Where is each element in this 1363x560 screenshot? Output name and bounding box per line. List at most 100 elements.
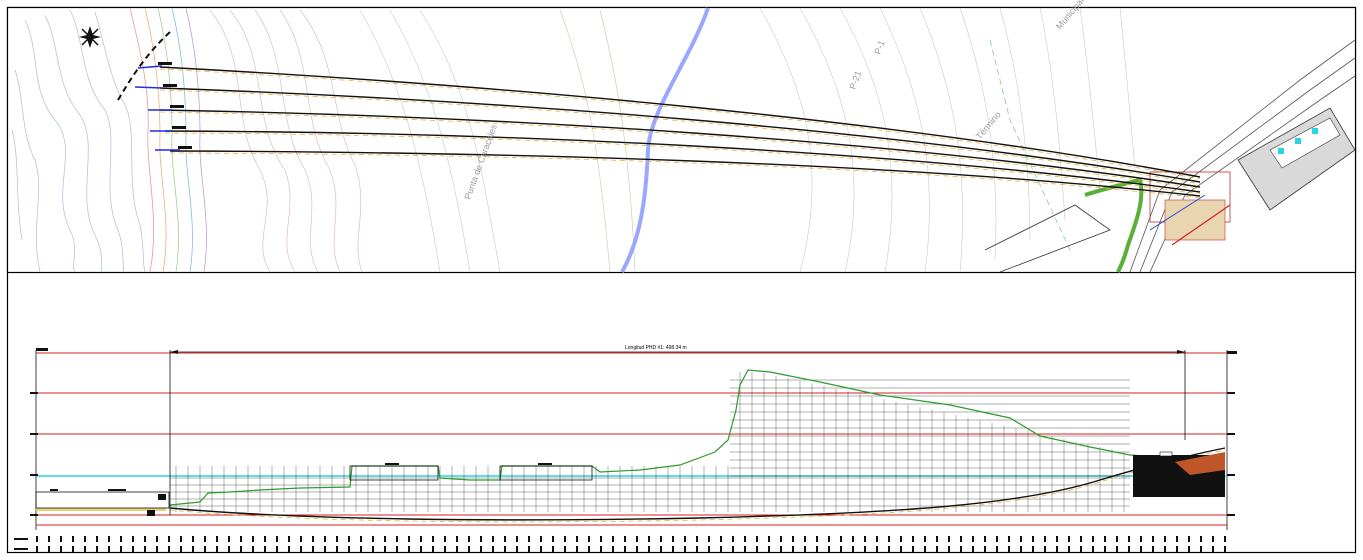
station-tick [456,546,458,552]
station-tick [1200,536,1202,542]
station-tick [912,536,914,542]
station-tick [96,536,98,542]
station-tick [924,536,926,542]
station-tick [240,546,242,552]
station-tick [744,546,746,552]
station-tick [408,536,410,542]
station-tick [432,536,434,542]
station-tick [84,546,86,552]
station-tick [144,546,146,552]
station-tick [1200,546,1202,552]
station-tick [216,546,218,552]
station-tick [420,536,422,542]
station-tick [960,546,962,552]
station-tick [48,536,50,542]
station-tick [792,546,794,552]
station-tick [276,546,278,552]
station-tick [1080,536,1082,542]
north-arrow-icon [79,26,101,48]
station-tick [576,546,578,552]
station-tick [228,536,230,542]
station-tick [696,536,698,542]
station-tick [288,546,290,552]
station-tick [252,546,254,552]
station-tick [552,546,554,552]
station-tick [888,546,890,552]
station-tick [504,546,506,552]
station-tick [204,546,206,552]
station-tick [948,546,950,552]
station-tick [972,536,974,542]
station-tick [816,536,818,542]
station-tick [72,546,74,552]
station-tick [1104,536,1106,542]
station-tick [792,536,794,542]
station-tick [720,546,722,552]
station-tick [972,546,974,552]
station-tick [132,546,134,552]
station-tick [468,546,470,552]
station-tick [576,536,578,542]
station-tick [108,546,110,552]
station-tick [444,536,446,542]
station-tick [900,546,902,552]
station-tick [1212,546,1214,552]
station-tick [480,536,482,542]
station-tick [396,546,398,552]
station-tick [1188,536,1190,542]
station-tick [984,546,986,552]
station-tick [1128,546,1130,552]
station-tick [300,536,302,542]
station-tick [144,536,146,542]
station-tick [96,546,98,552]
station-tick [1224,536,1226,542]
station-tick [528,536,530,542]
station-tick [60,546,62,552]
station-tick [348,546,350,552]
station-tick [312,536,314,542]
station-tick [516,536,518,542]
station-tick [876,546,878,552]
station-tick [192,546,194,552]
station-tick [492,536,494,542]
station-tick [804,536,806,542]
station-tick [672,536,674,542]
station-tick [240,536,242,542]
station-tick [612,546,614,552]
plan-view-frame [8,8,1356,273]
station-tick [660,546,662,552]
station-tick [312,546,314,552]
station-tick [936,546,938,552]
station-tick [648,536,650,542]
station-tick [612,536,614,542]
station-tick [624,536,626,542]
station-tick [1128,536,1130,542]
station-tick [636,546,638,552]
station-tick [228,546,230,552]
station-tick [1020,546,1022,552]
station-tick [324,536,326,542]
station-tick [936,536,938,542]
station-tick [852,546,854,552]
station-tick [1056,536,1058,542]
station-tick [384,536,386,542]
station-tick [456,536,458,542]
station-tick [276,536,278,542]
station-tick [660,536,662,542]
station-tick [60,536,62,542]
station-tick [360,536,362,542]
station-tick [780,536,782,542]
station-tick [72,536,74,542]
station-tick [1044,536,1046,542]
station-tick [408,546,410,552]
station-tick [588,536,590,542]
station-tick [1152,546,1154,552]
station-tick [156,536,158,542]
station-tick [360,546,362,552]
station-tick [648,546,650,552]
station-tick [864,536,866,542]
station-tick [132,536,134,542]
station-tick [396,536,398,542]
station-tick [420,546,422,552]
